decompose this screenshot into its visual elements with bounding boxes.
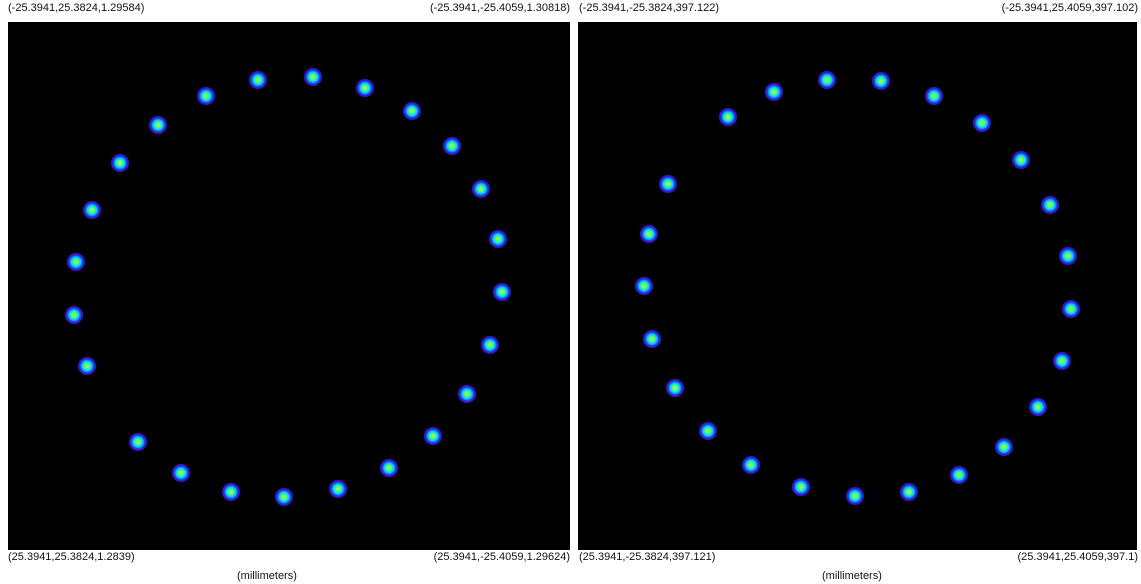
beam-spot [1053,352,1071,370]
beam-spot [356,79,374,97]
beam-spot [149,116,167,134]
beam-spot [489,230,507,248]
beam-spot [995,438,1013,456]
beam-spot [659,175,677,193]
beam-spot [846,487,864,505]
beam-spot [443,137,461,155]
beam-spot [900,483,918,501]
beam-spot [380,459,398,477]
beam-spot [1059,247,1077,265]
spots-layer [0,0,1141,584]
beam-spot [197,87,215,105]
beam-spot [950,466,968,484]
beam-spot [643,330,661,348]
beam-spot [742,456,760,474]
beam-spot [818,71,836,89]
beam-spot [222,483,240,501]
beam-spot [172,464,190,482]
beam-spot [1041,196,1059,214]
beam-spot [792,478,810,496]
beam-spot [640,225,658,243]
beam-spot [1062,300,1080,318]
beam-spot [925,87,943,105]
beam-spot [249,71,267,89]
beam-spot [403,102,421,120]
beam-spot [304,68,322,86]
beam-spot [67,253,85,271]
beam-spot [765,83,783,101]
beam-spot [275,488,293,506]
beam-spot [329,480,347,498]
beam-spot [129,433,147,451]
beam-spot [699,422,717,440]
beam-spot [493,283,511,301]
beam-spot [1029,398,1047,416]
beam-spot [481,336,499,354]
beam-spot [472,180,490,198]
beam-spot [424,427,442,445]
beam-spot [78,357,96,375]
beam-spot [83,201,101,219]
beam-spot [458,385,476,403]
beam-spot [65,306,83,324]
beam-spot [111,154,129,172]
beam-spot [635,277,653,295]
detector-viewer: (-25.3941,25.3824,1.29584) (-25.3941,-25… [0,0,1141,584]
beam-spot [1012,151,1030,169]
beam-spot [872,72,890,90]
beam-spot [973,114,991,132]
beam-spot [666,379,684,397]
beam-spot [719,108,737,126]
